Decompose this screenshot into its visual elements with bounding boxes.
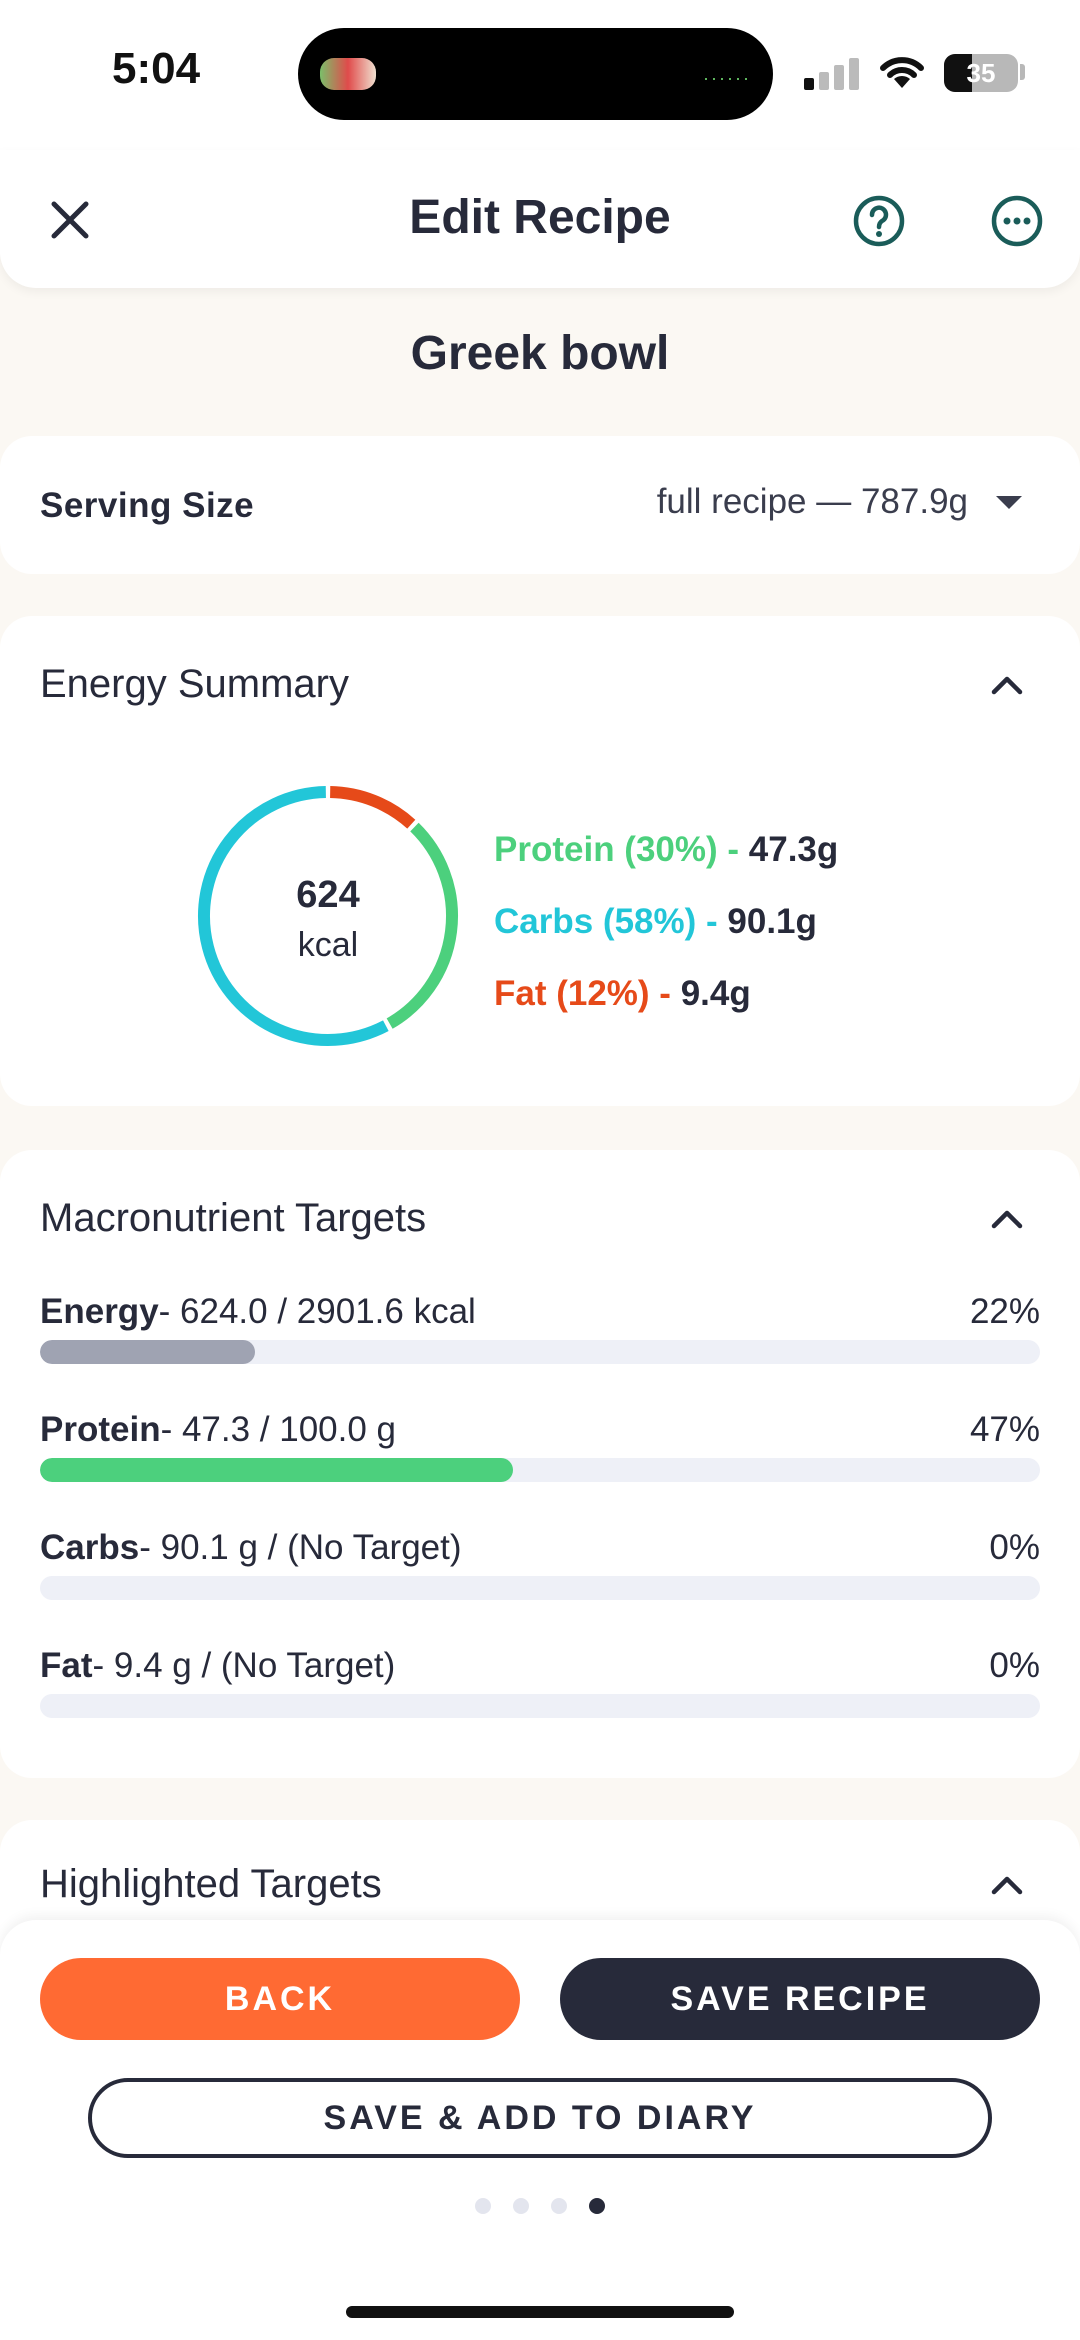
target-row-protein: Protein- 47.3 / 100.0 g 47%	[40, 1410, 1040, 1482]
dynamic-island: ······	[298, 28, 773, 120]
cellular-signal-icon	[804, 58, 860, 90]
target-carbs-label: Carbs- 90.1 g / (No Target)	[40, 1528, 1040, 1568]
help-icon[interactable]	[852, 194, 906, 248]
target-row-fat: Fat- 9.4 g / (No Target) 0%	[40, 1646, 1040, 1718]
page-dot	[551, 2198, 567, 2214]
status-time: 5:04	[112, 44, 201, 93]
serving-size-card[interactable]: Serving Size full recipe — 787.9g	[0, 436, 1080, 574]
target-protein-label: Protein- 47.3 / 100.0 g	[40, 1410, 1040, 1450]
recipe-name[interactable]: Greek bowl	[410, 327, 670, 380]
audio-activity-icon: ······	[703, 68, 751, 88]
energy-summary-card: Energy Summary 624 kcal Protein (30%) - …	[0, 616, 1080, 1106]
target-energy-percent: 22%	[969, 1292, 1040, 1331]
chevron-up-icon[interactable]	[990, 1208, 1024, 1230]
target-fat-percent: 0%	[989, 1646, 1040, 1685]
macronutrient-targets-card: Macronutrient Targets Energy- 624.0 / 29…	[0, 1150, 1080, 1778]
more-options-icon[interactable]	[990, 194, 1044, 248]
target-row-energy: Energy- 624.0 / 2901.6 kcal 22%	[40, 1292, 1040, 1364]
legend-carbs-label: Carbs (58%) -	[494, 902, 728, 941]
energy-kcal-value: 624	[296, 874, 360, 916]
now-playing-thumbnail-icon	[320, 58, 376, 90]
target-carbs-name: Carbs	[40, 1528, 140, 1567]
target-protein-percent: 47%	[969, 1410, 1040, 1449]
target-energy-name: Energy	[40, 1292, 159, 1331]
legend-protein-label: Protein (30%) -	[494, 830, 749, 869]
home-indicator[interactable]	[346, 2306, 734, 2318]
target-protein-detail: - 47.3 / 100.0 g	[160, 1410, 397, 1449]
save-and-add-to-diary-button[interactable]: SAVE & ADD TO DIARY	[88, 2078, 992, 2158]
target-carbs-detail: - 90.1 g / (No Target)	[139, 1528, 462, 1567]
legend-fat: Fat (12%) - 9.4g	[494, 974, 751, 1014]
chevron-up-icon[interactable]	[990, 1874, 1024, 1896]
target-protein-name: Protein	[40, 1410, 161, 1449]
page-dot	[475, 2198, 491, 2214]
energy-summary-title: Energy Summary	[40, 662, 349, 706]
target-carbs-percent: 0%	[989, 1528, 1040, 1567]
wifi-icon	[880, 57, 924, 88]
app-header: Edit Recipe	[0, 150, 1080, 288]
legend-fat-value: 9.4g	[680, 974, 751, 1013]
target-protein-bar	[40, 1458, 1040, 1482]
page-dot	[513, 2198, 529, 2214]
energy-kcal-unit: kcal	[297, 926, 359, 964]
macronutrient-targets-title: Macronutrient Targets	[40, 1196, 427, 1240]
target-fat-name: Fat	[40, 1646, 93, 1685]
serving-size-value: full recipe — 787.9g	[656, 482, 968, 521]
target-energy-bar-fill	[40, 1340, 255, 1364]
save-recipe-button[interactable]: SAVE RECIPE	[560, 1958, 1040, 2040]
legend-carbs: Carbs (58%) - 90.1g	[494, 902, 817, 942]
target-row-carbs: Carbs- 90.1 g / (No Target) 0%	[40, 1528, 1040, 1600]
battery-level: 35	[966, 58, 996, 88]
back-button[interactable]: BACK	[40, 1958, 520, 2040]
battery-icon: 35	[944, 54, 1018, 92]
donut-segment-protein	[386, 822, 458, 1029]
donut-segment-carbs	[198, 786, 389, 1046]
target-energy-label: Energy- 624.0 / 2901.6 kcal	[40, 1292, 1040, 1332]
donut-segment-fat	[329, 786, 416, 829]
serving-size-select[interactable]: full recipe — 787.9g	[657, 482, 1022, 522]
page-title: Edit Recipe	[409, 191, 671, 244]
target-protein-bar-fill	[40, 1458, 513, 1482]
legend-protein: Protein (30%) - 47.3g	[494, 830, 838, 870]
serving-size-label: Serving Size	[40, 486, 255, 525]
status-bar: 5:04 ······ 35	[0, 0, 1080, 150]
battery-tip	[1020, 64, 1025, 80]
legend-protein-value: 47.3g	[748, 830, 839, 869]
energy-donut-chart	[198, 786, 458, 1046]
target-fat-label: Fat- 9.4 g / (No Target)	[40, 1646, 1040, 1686]
target-fat-bar	[40, 1694, 1040, 1718]
page-indicator	[0, 2198, 1080, 2214]
target-fat-detail: - 9.4 g / (No Target)	[92, 1646, 396, 1685]
target-energy-detail: - 624.0 / 2901.6 kcal	[158, 1292, 476, 1331]
chevron-up-icon[interactable]	[990, 674, 1024, 696]
highlighted-targets-title: Highlighted Targets	[40, 1862, 382, 1906]
caret-down-icon	[996, 495, 1022, 509]
target-carbs-bar	[40, 1576, 1040, 1600]
close-icon[interactable]	[44, 194, 96, 246]
target-energy-bar	[40, 1340, 1040, 1364]
page-dot	[589, 2198, 605, 2214]
legend-carbs-value: 90.1g	[727, 902, 817, 941]
legend-fat-label: Fat (12%) -	[494, 974, 681, 1013]
bottom-action-sheet: BACK SAVE RECIPE SAVE & ADD TO DIARY	[0, 1920, 1080, 2340]
